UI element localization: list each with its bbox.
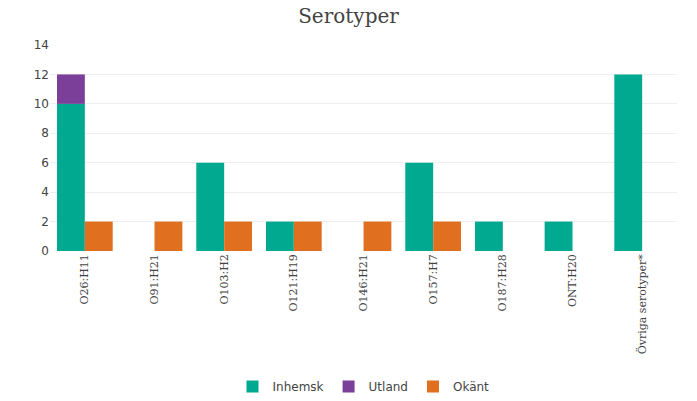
svg-text:Okänt: Okänt (453, 380, 489, 394)
svg-text:Utland: Utland (369, 380, 408, 394)
svg-text:0: 0 (41, 244, 49, 258)
svg-text:14: 14 (34, 38, 49, 52)
svg-text:O121:H19: O121:H19 (287, 254, 300, 311)
svg-text:6: 6 (41, 156, 49, 170)
svg-text:Inhemsk: Inhemsk (273, 380, 324, 394)
svg-text:12: 12 (34, 68, 49, 82)
svg-text:Serotyper: Serotyper (298, 4, 399, 28)
svg-text:Övriga serotyper*: Övriga serotyper* (635, 254, 649, 355)
svg-text:O91:H21: O91:H21 (148, 254, 161, 304)
svg-text:O157:H7: O157:H7 (427, 254, 440, 304)
svg-text:ONT:H20: ONT:H20 (566, 254, 579, 307)
svg-text:8: 8 (41, 126, 49, 140)
svg-text:4: 4 (41, 185, 49, 199)
svg-text:10: 10 (34, 97, 49, 111)
svg-text:O103:H2: O103:H2 (218, 254, 231, 304)
svg-text:O187:H28: O187:H28 (496, 254, 509, 311)
svg-text:O146:H21: O146:H21 (357, 254, 370, 311)
svg-text:2: 2 (41, 215, 49, 229)
svg-text:O26:H11: O26:H11 (78, 254, 91, 304)
